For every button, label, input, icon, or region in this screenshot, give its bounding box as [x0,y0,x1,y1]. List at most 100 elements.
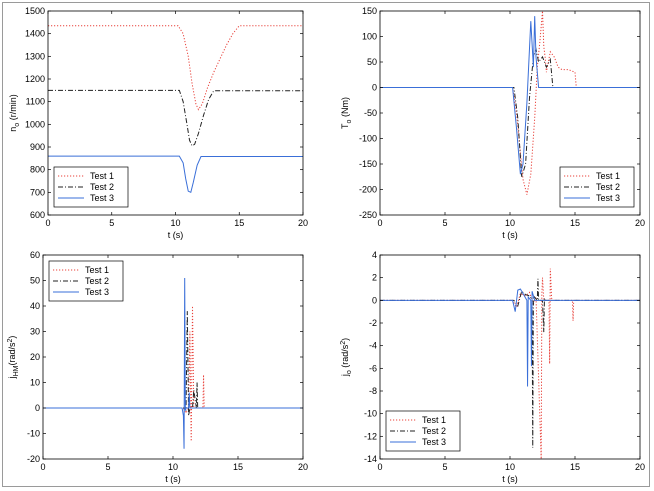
y-axis-label-unit: (Nm) [340,97,350,120]
series-line-test-2 [48,89,303,147]
legend-label-test-3: Test 3 [90,193,114,203]
y-tick-label: 150 [362,6,377,16]
y-tick-label: 2 [372,273,377,283]
y-tick-label: -6 [369,363,377,373]
chart-4: 0 5 10 15 20 -14 -12 -10 -8 -6 -4 -2 0 2 4 t (s) jo (rad… [340,250,645,484]
series-line-test-3 [380,16,640,175]
x-tick-label: 5 [109,218,114,228]
legend-label-test-2: Test 2 [85,276,109,286]
x-tick-label: 10 [168,462,178,472]
legend-label-test-1: Test 1 [596,171,620,181]
y-axis-label-main: j [7,376,17,379]
series-line-test-3 [43,277,303,449]
y-axis-label-unit: (rad/s [7,342,17,366]
y-axis-label: To (Nm) [340,97,353,129]
legend-box [559,166,635,208]
y-tick-label: -8 [369,386,377,396]
legend-label-test-2: Test 2 [422,426,446,436]
x-tick-label: 0 [377,218,382,228]
x-tick-label: 10 [505,218,515,228]
x-tick-label: 5 [442,462,447,472]
y-axis-label-superscript: 2 [7,339,14,343]
y-tick-label: -10 [27,429,40,439]
y-axis-label-subscript: HM [13,365,20,376]
x-axis-label: t (s) [168,230,184,240]
y-tick-label: 10 [30,378,40,388]
y-tick-label: 50 [30,276,40,286]
x-tick-label: 20 [635,462,645,472]
x-tick-label: 15 [570,462,580,472]
y-axis-label-subscript: o [346,119,353,123]
y-axis-label-unit: (r/min) [8,94,18,123]
y-tick-label: -250 [359,210,377,220]
y-tick-label: -14 [364,454,377,464]
y-tick-label: -12 [364,431,377,441]
y-axis-label-main: n [8,127,18,132]
chart-1: 0 5 10 15 20 600 700 800 900 1000 1100 1200 1300 1400… [8,6,308,240]
y-tick-label: -200 [359,185,377,195]
y-axis-label: jo (rad/s2) [340,338,353,377]
x-tick-label: 20 [635,218,645,228]
y-tick-label: 4 [372,250,377,260]
legend-label-test-3: Test 3 [596,193,620,203]
series-line-test-2 [380,47,640,177]
y-axis-label-main: T [340,123,350,129]
x-axis-label: t (s) [165,474,181,484]
y-tick-label: 50 [367,57,377,67]
y-tick-label: -50 [364,108,377,118]
x-tick-label: 15 [234,218,244,228]
series-line-test-3 [48,155,303,194]
x-tick-label: 20 [298,462,308,472]
legend-label-test-3: Test 3 [422,437,446,447]
legend-label-test-1: Test 1 [85,265,109,275]
legend-box [385,410,461,452]
y-tick-label: -20 [27,454,40,464]
y-tick-label: 1400 [25,29,45,39]
y-axis-label-subscript: o [346,370,353,374]
y-tick-label: 700 [30,187,45,197]
y-tick-label: 1500 [25,6,45,16]
series-line-test-3 [380,288,640,387]
y-tick-label: 0 [372,295,377,305]
y-tick-label: 800 [30,165,45,175]
y-tick-label: 40 [30,301,40,311]
y-tick-label: -150 [359,159,377,169]
series-line-test-1 [43,305,303,442]
x-tick-label: 20 [298,218,308,228]
legend-box [48,260,124,302]
x-tick-label: 0 [40,462,45,472]
y-axis-label: no (r/min) [8,94,21,131]
legend-label-test-1: Test 1 [422,415,446,425]
y-tick-label: 1100 [26,97,45,107]
y-tick-label: 20 [30,352,40,362]
series-line-test-2 [380,278,640,448]
y-tick-label: 1200 [25,74,45,84]
y-axis-label-subscript: o [14,123,21,127]
legend-label-test-1: Test 1 [90,171,114,181]
x-tick-label: 5 [105,462,110,472]
y-tick-label: 900 [30,142,45,152]
x-tick-label: 0 [377,462,382,472]
legend-label-test-2: Test 2 [596,182,620,192]
y-tick-label: 1300 [25,51,45,61]
y-tick-label: 100 [362,32,377,42]
y-tick-label: 600 [30,210,45,220]
x-axis-label: t (s) [502,230,518,240]
legend-label-test-3: Test 3 [85,287,109,297]
y-tick-label: 0 [372,83,377,93]
figure-frame [2,2,650,487]
y-tick-label: -2 [369,318,377,328]
y-tick-label: -100 [359,134,377,144]
x-tick-label: 10 [170,218,180,228]
series-line-test-2 [43,311,303,416]
x-tick-label: 0 [45,218,50,228]
x-tick-label: 15 [233,462,243,472]
y-tick-label: -10 [364,409,377,419]
y-tick-label: 1000 [25,119,45,129]
y-axis-label: jHM(rad/s2) [7,336,20,380]
